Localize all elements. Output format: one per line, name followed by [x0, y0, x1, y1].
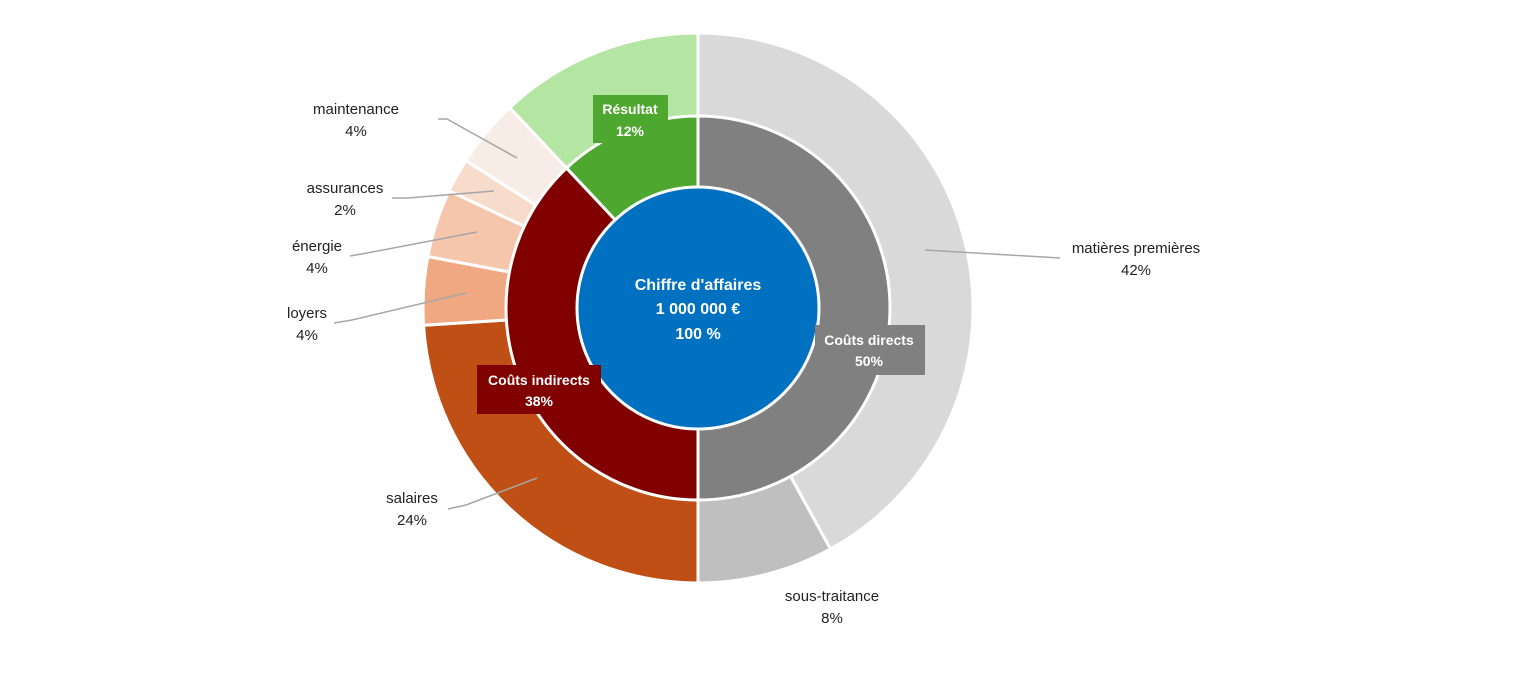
outer-label-name-salaires: salaires — [386, 490, 438, 507]
outer-label-value-maintenance: 4% — [345, 123, 367, 140]
outer-ring — [421, 31, 975, 585]
inner-label-couts-directs: Coûts directs 50% — [815, 325, 925, 375]
inner-label-value-couts-indirects: 38% — [525, 393, 554, 409]
leader-line-matieres-premieres — [924, 249, 1061, 259]
outer-label-name-assurances: assurances — [307, 180, 384, 197]
leader-line-salaires — [447, 477, 538, 510]
outer-label-loyers: loyers 4% — [287, 292, 467, 344]
outer-label-salaires: salaires 24% — [386, 477, 538, 529]
inner-label-name-couts-directs: Coûts directs — [824, 332, 914, 348]
center-circle — [575, 185, 821, 431]
inner-label-bg-couts-indirects — [477, 365, 601, 414]
inner-label-couts-indirects: Coûts indirects 38% — [477, 365, 601, 414]
outer-label-value-energie: 4% — [306, 260, 328, 277]
outer-label-value-assurances: 2% — [334, 202, 356, 219]
center-percent: 100 % — [675, 326, 720, 343]
outer-label-value-salaires: 24% — [397, 512, 427, 529]
inner-label-value-resultat: 12% — [616, 123, 645, 139]
outer-label-assurances: assurances 2% — [307, 180, 495, 219]
outer-label-name-loyers: loyers — [287, 305, 327, 322]
center-title: Chiffre d'affaires — [635, 277, 762, 294]
inner-label-name-resultat: Résultat — [602, 101, 658, 117]
leader-line-assurances — [392, 190, 495, 199]
outer-label-sous-traitance: sous-traitance 8% — [785, 588, 879, 627]
outer-label-name-maintenance: maintenance — [313, 101, 399, 118]
inner-label-bg-resultat — [593, 95, 668, 143]
inner-label-resultat: Résultat 12% — [593, 95, 668, 143]
leader-line-maintenance — [438, 118, 518, 159]
outer-label-maintenance: maintenance 4% — [313, 101, 518, 159]
outer-label-value-matieres-premieres: 42% — [1121, 262, 1151, 279]
outer-label-name-sous-traitance: sous-traitance — [785, 588, 879, 605]
outer-label-name-energie: énergie — [292, 238, 342, 255]
outer-label-matieres-premieres: matières premières 42% — [924, 240, 1200, 279]
inner-label-bg-couts-directs — [815, 325, 925, 375]
outer-label-name-matieres-premieres: matières premières — [1072, 240, 1200, 257]
inner-label-value-couts-directs: 50% — [855, 353, 884, 369]
leader-line-energie — [349, 231, 478, 257]
outer-label-value-loyers: 4% — [296, 327, 318, 344]
inner-label-name-couts-indirects: Coûts indirects — [488, 372, 590, 388]
leader-line-loyers — [333, 292, 467, 324]
outer-label-value-sous-traitance: 8% — [821, 610, 843, 627]
outer-label-energie: énergie 4% — [292, 231, 478, 277]
center-amount: 1 000 000 € — [656, 301, 741, 318]
